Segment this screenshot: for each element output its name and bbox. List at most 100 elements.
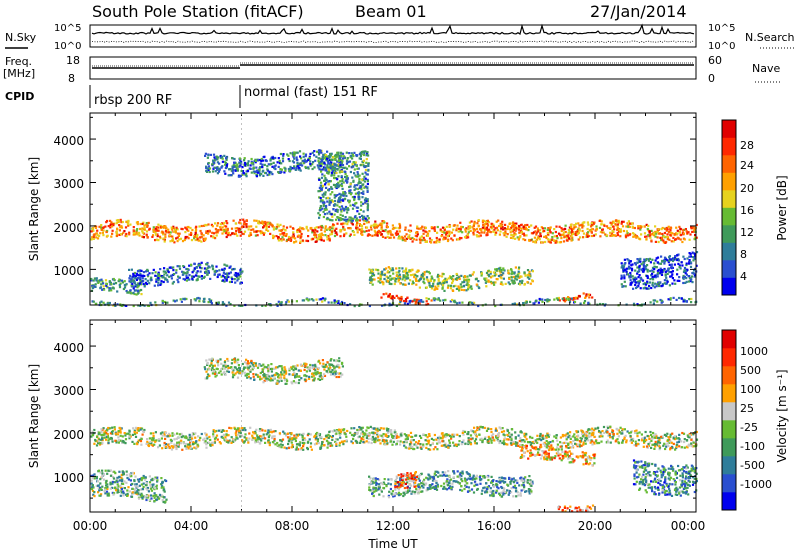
scatter-cell	[177, 281, 180, 284]
scatter-cell	[534, 241, 537, 244]
scatter-cell	[431, 285, 434, 288]
scatter-cell	[467, 280, 470, 283]
scatter-cell	[276, 223, 279, 226]
scatter-cell	[685, 439, 689, 442]
scatter-cell	[261, 220, 264, 223]
scatter-cell	[168, 275, 171, 278]
scatter-cell	[504, 230, 507, 233]
scatter-cell	[421, 275, 424, 278]
scatter-cell	[260, 230, 263, 233]
scatter-cell	[352, 437, 355, 440]
scatter-cell	[539, 229, 542, 232]
scatter-cell	[132, 281, 136, 284]
scatter-cell	[104, 279, 108, 282]
scatter-cell	[381, 270, 384, 273]
scatter-cell	[478, 286, 481, 290]
scatter-cell	[636, 303, 639, 306]
scatter-cell	[296, 159, 299, 162]
scatter-cell	[676, 254, 679, 257]
scatter-cell	[628, 432, 631, 435]
scatter-cell	[339, 164, 342, 167]
scatter-cell	[341, 214, 344, 217]
power-cbar-tick-12: 12	[740, 226, 754, 239]
scatter-cell	[321, 201, 325, 204]
scatter-cell	[625, 270, 628, 273]
scatter-cell	[132, 285, 135, 288]
scatter-cell	[259, 230, 262, 233]
scatter-cell	[544, 434, 547, 438]
scatter-cell	[333, 199, 337, 203]
scatter-cell	[561, 228, 564, 231]
scatter-cell	[341, 157, 345, 160]
scatter-cell	[539, 435, 542, 438]
scatter-cell	[577, 222, 580, 225]
scatter-cell	[381, 229, 384, 232]
scatter-cell	[670, 263, 673, 266]
scatter-cell	[679, 238, 682, 241]
scatter-cell	[233, 232, 236, 236]
scatter-cell	[261, 304, 264, 307]
scatter-cell	[531, 270, 534, 273]
scatter-cell	[490, 428, 493, 431]
scatter-cell	[406, 274, 409, 277]
scatter-cell	[314, 438, 317, 441]
scatter-cell	[157, 226, 160, 229]
scatter-cell	[514, 233, 517, 236]
scatter-cell	[313, 227, 316, 230]
scatter-cell	[179, 442, 182, 445]
scatter-cell	[301, 239, 304, 242]
scatter-cell	[193, 298, 196, 301]
scatter-cell	[629, 222, 632, 225]
scatter-cell	[323, 230, 326, 233]
scatter-cell	[339, 195, 342, 198]
scatter-cell	[132, 287, 135, 290]
scatter-cell	[295, 156, 298, 159]
scatter-cell	[285, 434, 288, 437]
scatter-cell	[327, 168, 330, 171]
scatter-cell	[506, 433, 509, 436]
scatter-cell	[558, 233, 562, 236]
scatter-cell	[455, 287, 458, 290]
scatter-cell	[185, 279, 188, 282]
scatter-cell	[138, 234, 141, 237]
scatter-cell	[668, 271, 671, 274]
scatter-cell	[653, 268, 656, 271]
scatter-cell	[677, 259, 680, 262]
scatter-cell	[302, 162, 305, 165]
scatter-cell	[436, 442, 439, 445]
scatter-cell	[437, 277, 440, 280]
scatter-cell	[254, 430, 257, 433]
scatter-cell	[569, 441, 572, 444]
scatter-cell	[475, 283, 478, 286]
scatter-cell	[363, 180, 367, 183]
scatter-cell	[327, 237, 331, 240]
scatter-cell	[388, 271, 391, 274]
scatter-cell	[353, 197, 356, 200]
scatter-cell	[517, 267, 520, 270]
scatter-cell	[335, 441, 338, 445]
scatter-cell	[683, 266, 687, 270]
scatter-cell	[288, 237, 291, 240]
scatter-cell	[271, 165, 274, 168]
scatter-cell	[293, 153, 296, 156]
scatter-cell	[137, 233, 140, 236]
scatter-cell	[254, 439, 257, 442]
scatter-cell	[332, 171, 335, 174]
scatter-cell	[249, 164, 252, 167]
scatter-cell	[208, 170, 211, 174]
scatter-cell	[672, 240, 675, 243]
power-cbar-label: Power [dB]	[775, 175, 789, 240]
scatter-cell	[572, 435, 575, 438]
scatter-cell	[656, 256, 660, 259]
cpid-label: CPID	[5, 90, 34, 103]
scatter-cell	[634, 283, 637, 287]
scatter-cell	[593, 442, 596, 445]
scatter-cell	[102, 282, 105, 285]
scatter-cell	[627, 220, 630, 223]
scatter-cell	[452, 275, 455, 278]
scatter-cell	[260, 172, 263, 176]
scatter-cell	[413, 447, 416, 451]
scatter-cell	[508, 277, 511, 280]
scatter-cell	[460, 288, 463, 291]
scatter-cell	[395, 233, 398, 236]
